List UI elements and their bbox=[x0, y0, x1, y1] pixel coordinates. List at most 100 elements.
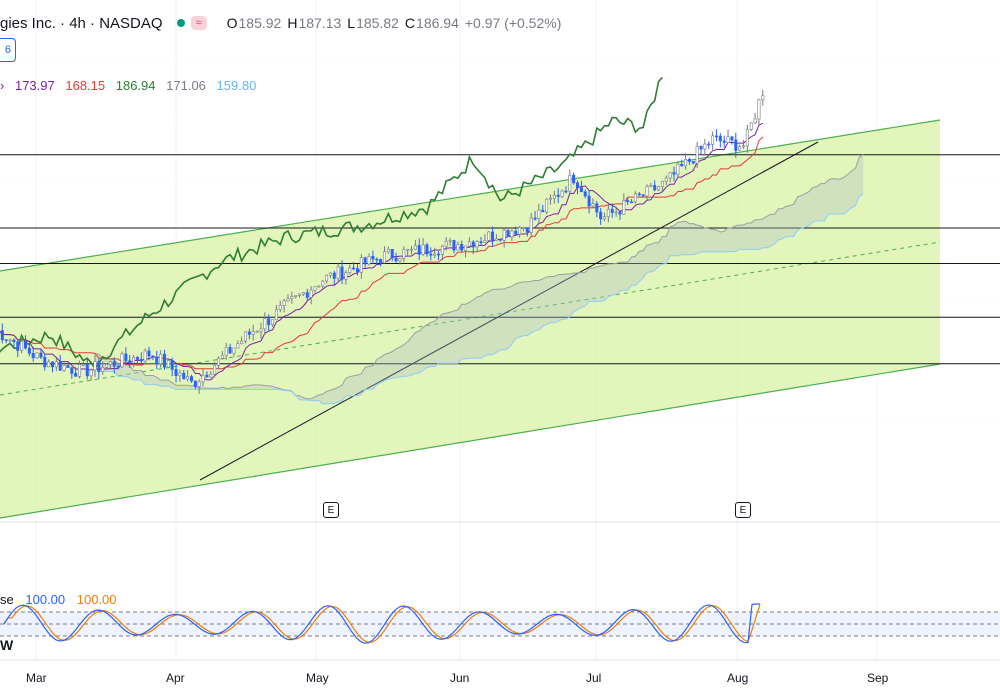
candle-body-177 bbox=[676, 163, 680, 175]
candle-body-179 bbox=[684, 159, 688, 167]
x-tick-apr: Apr bbox=[166, 671, 185, 685]
candle-body-182 bbox=[695, 146, 699, 164]
candle-body-63 bbox=[236, 343, 240, 349]
stoch-d-line bbox=[3, 603, 761, 643]
candle-body-148 bbox=[564, 190, 568, 193]
candle-body-10 bbox=[31, 352, 35, 358]
close-value: 186.94 bbox=[416, 15, 459, 31]
symbol-title[interactable]: gies Inc. · 4h · NASDAQ bbox=[0, 14, 163, 32]
earnings-marker-may[interactable]: E bbox=[323, 502, 339, 518]
candle-body-53 bbox=[197, 381, 201, 387]
stoch-d-value: 100.00 bbox=[76, 592, 117, 607]
candle-body-173 bbox=[660, 181, 664, 187]
candle-body-114 bbox=[433, 253, 437, 256]
candle-body-141 bbox=[537, 209, 541, 219]
candle-body-51 bbox=[189, 376, 193, 382]
candle-body-70 bbox=[263, 318, 267, 330]
candle-body-52 bbox=[193, 380, 197, 387]
indicator-count-badge[interactable]: 6 bbox=[0, 38, 16, 62]
candle-body-103 bbox=[390, 249, 394, 259]
candle-body-26 bbox=[93, 361, 97, 371]
candle-body-90 bbox=[340, 266, 344, 280]
candle-body-88 bbox=[332, 272, 336, 279]
candle-body-55 bbox=[205, 374, 209, 378]
candle-body-180 bbox=[687, 159, 691, 162]
candle-body-119 bbox=[452, 240, 456, 251]
ichimoku-span-a bbox=[94, 154, 864, 400]
candle-body-117 bbox=[444, 240, 448, 247]
candle-body-44 bbox=[162, 353, 166, 368]
candle-body-174 bbox=[664, 177, 668, 182]
candle-body-75 bbox=[282, 300, 286, 306]
stoch-k-line bbox=[3, 603, 760, 644]
candle-body-7 bbox=[20, 340, 24, 351]
market-status-icon bbox=[176, 19, 185, 27]
candle-body-189 bbox=[722, 140, 726, 143]
candle-body-95 bbox=[359, 257, 363, 273]
candle-body-175 bbox=[668, 172, 672, 179]
candle-body-87 bbox=[328, 272, 332, 276]
approx-icon[interactable]: ≈ bbox=[190, 16, 207, 30]
candle-body-71 bbox=[267, 318, 271, 325]
candle-body-97 bbox=[367, 256, 371, 265]
candle-body-106 bbox=[402, 249, 406, 259]
candle-body-152 bbox=[579, 187, 583, 193]
candle-body-37 bbox=[135, 356, 139, 360]
candle-body-195 bbox=[745, 129, 749, 147]
high-value: 187.13 bbox=[298, 15, 342, 31]
candle-body-172 bbox=[657, 186, 661, 191]
candle-body-123 bbox=[467, 241, 471, 247]
ichimoku-value-1: 168.15 bbox=[65, 78, 106, 93]
candle-body-48 bbox=[178, 372, 182, 376]
candle-body-197 bbox=[753, 118, 757, 124]
x-tick-aug: Aug bbox=[727, 671, 749, 685]
candle-body-84 bbox=[317, 285, 321, 288]
stoch-name: se bbox=[0, 592, 14, 607]
candle-body-171 bbox=[653, 185, 657, 191]
candle-body-118 bbox=[448, 240, 452, 242]
candle-body-170 bbox=[649, 185, 653, 187]
stoch-k-value: 100.00 bbox=[25, 592, 66, 607]
candle-body-74 bbox=[278, 305, 282, 310]
candle-body-115 bbox=[437, 253, 441, 256]
candle-body-3 bbox=[4, 339, 8, 341]
candle-body-82 bbox=[309, 289, 313, 298]
candle-body-9 bbox=[27, 347, 31, 354]
candle-body-183 bbox=[699, 146, 703, 150]
candle-body-94 bbox=[355, 268, 359, 273]
candle-body-167 bbox=[637, 193, 641, 196]
candle-body-194 bbox=[741, 145, 745, 148]
stoch-legend[interactable]: se 100.00 100.00 bbox=[0, 592, 117, 607]
candle-body-105 bbox=[398, 258, 402, 262]
candle-body-127 bbox=[483, 240, 487, 243]
candle-body-154 bbox=[587, 195, 591, 207]
candle-body-79 bbox=[298, 293, 302, 296]
candle-body-161 bbox=[614, 211, 618, 214]
earnings-marker-aug[interactable]: E bbox=[735, 502, 751, 518]
candle-body-109 bbox=[413, 245, 417, 250]
candle-body-157 bbox=[599, 211, 603, 220]
candle-body-43 bbox=[159, 353, 163, 365]
candle-body-66 bbox=[247, 331, 251, 335]
legend-marker-icon: › bbox=[0, 78, 5, 93]
candle-body-8 bbox=[23, 340, 27, 349]
candle-body-42 bbox=[155, 356, 159, 365]
candle-body-116 bbox=[440, 245, 444, 255]
candle-body-46 bbox=[170, 360, 174, 370]
candle-body-126 bbox=[479, 241, 483, 243]
candle-body-146 bbox=[556, 194, 560, 197]
candle-body-81 bbox=[305, 292, 309, 298]
ichimoku-legend[interactable]: › 173.97 168.15 186.94 171.06 159.80 bbox=[0, 78, 263, 93]
candle-body-65 bbox=[244, 331, 248, 342]
candle-body-83 bbox=[313, 286, 317, 291]
ichimoku-value-0: 173.97 bbox=[14, 78, 55, 93]
x-tick-jun: Jun bbox=[450, 671, 470, 685]
candle-body-12 bbox=[39, 352, 43, 358]
candle-body-56 bbox=[209, 373, 213, 378]
candle-body-60 bbox=[224, 346, 228, 356]
candle-body-166 bbox=[633, 193, 637, 203]
candle-body-62 bbox=[232, 347, 236, 354]
ichimoku-value-2: 186.94 bbox=[115, 78, 156, 93]
x-tick-mar: Mar bbox=[26, 671, 47, 685]
